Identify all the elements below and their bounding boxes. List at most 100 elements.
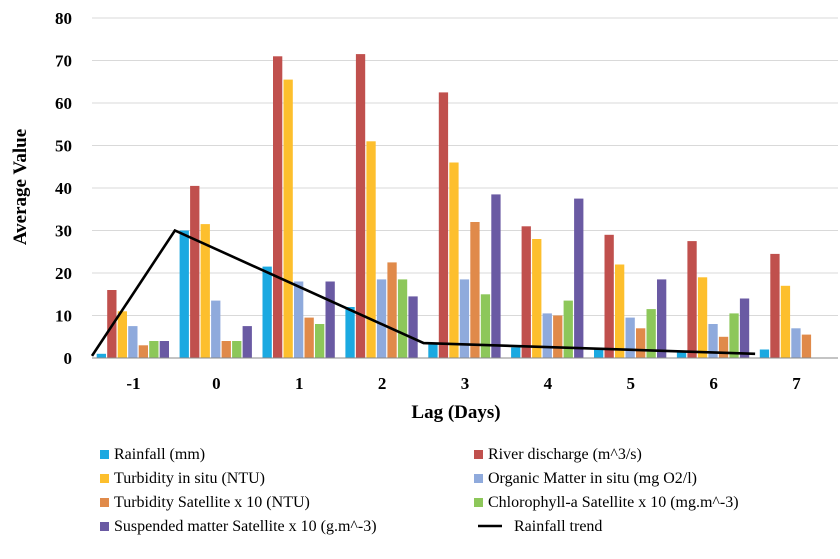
bar-chlorophyll-a-1: [315, 324, 325, 358]
bar-rainfall-5: [594, 349, 604, 358]
bar-chlorophyll-a-2: [397, 279, 408, 358]
legend-label: Rainfall (mm): [114, 446, 205, 463]
bar-suspended-2: [408, 296, 418, 358]
x-tick-label: 2: [378, 374, 387, 393]
bar-rainfall-6: [676, 351, 687, 358]
y-tick-label: 80: [55, 9, 72, 28]
bar-turbidity-4: [553, 315, 563, 358]
bar-suspended--1: [159, 341, 169, 358]
bar-turbidity-1: [304, 317, 314, 358]
bar-rainfall--1: [96, 353, 106, 359]
bar-river-0: [190, 185, 200, 358]
bar-turbidity-3: [470, 222, 480, 358]
legend-swatch: [474, 498, 483, 507]
bar-turbidity-2: [366, 141, 376, 358]
bar-turbidity--1: [138, 345, 148, 359]
bar-turbidity-6: [718, 336, 729, 359]
bar-organic-7: [791, 328, 801, 359]
bar-suspended-1: [325, 281, 335, 358]
bar-rainfall-1: [262, 266, 272, 358]
bar-turbidity--1: [117, 311, 127, 359]
bar-organic-0: [211, 300, 221, 358]
bar-river-1: [273, 56, 283, 359]
bar-river-3: [438, 92, 449, 359]
x-axis-title: Lag (Days): [411, 402, 500, 423]
legend: Rainfall (mm) River discharge (m^3/s) Turb…: [100, 446, 739, 535]
bar-organic-4: [542, 313, 552, 358]
bar-chlorophyll-a-3: [480, 294, 491, 359]
bar-chlorophyll-a-5: [646, 309, 656, 358]
bar-chlorophyll-a-6: [729, 313, 739, 358]
bar-river-4: [521, 226, 531, 359]
bar-turbidity-6: [697, 277, 708, 359]
legend-swatch: [100, 474, 109, 483]
bar-suspended-4: [574, 198, 584, 358]
legend-swatch: [474, 450, 483, 459]
bar-organic-5: [625, 317, 635, 358]
x-tick-label: 5: [627, 374, 636, 393]
bar-suspended-5: [657, 279, 667, 358]
x-tick-label: 4: [544, 374, 553, 393]
bar-turbidity-5: [615, 264, 625, 358]
x-tick-label: 1: [295, 374, 304, 393]
bar-rainfall-7: [759, 349, 770, 358]
y-tick-label: 20: [55, 264, 72, 283]
bar-turbidity-7: [801, 334, 812, 358]
x-tick-labels: -1 0 1 2 3 4 5 6 7: [126, 374, 801, 393]
trend-line-group: [90, 228, 756, 357]
y-tick-label: 0: [64, 349, 73, 368]
bar-turbidity-2: [387, 262, 397, 358]
bar-river-7: [770, 253, 780, 358]
legend-swatch: [100, 498, 109, 507]
legend-label: Suspended matter Satellite x 10 (g.m^-3): [114, 518, 377, 535]
bar-rainfall-3: [428, 343, 438, 358]
bar-suspended-0: [242, 326, 252, 358]
y-axis-title: Average Value: [10, 129, 31, 245]
bar-turbidity-3: [449, 162, 459, 358]
legend-swatch: [474, 474, 483, 483]
bar-river-2: [355, 54, 366, 358]
legend-swatch: [100, 522, 109, 531]
x-tick-label: 6: [709, 374, 718, 393]
bar-rainfall-4: [511, 347, 521, 358]
bar-turbidity-7: [780, 285, 791, 359]
bar-suspended-3: [491, 194, 501, 358]
bar-organic--1: [128, 326, 138, 358]
bar-turbidity-1: [283, 79, 293, 358]
legend-label: Turbidity in situ (NTU): [114, 470, 265, 487]
bar-river-6: [687, 241, 697, 358]
bar-turbidity-0: [221, 341, 231, 358]
bar-river-5: [604, 234, 614, 359]
bar-chlorophyll-a-0: [232, 341, 242, 358]
legend-label: Organic Matter in situ (mg O2/l): [488, 470, 697, 487]
bar-organic-2: [376, 279, 387, 358]
x-tick-label: 0: [212, 374, 221, 393]
y-tick-labels: 0 10 20 30 40 50 60 70 80: [55, 9, 72, 368]
bar-turbidity-4: [532, 239, 542, 358]
legend-label: Turbidity Satellite x 10 (NTU): [114, 494, 310, 511]
bar-turbidity-5: [636, 328, 646, 359]
bar-rainfall-0: [179, 230, 189, 358]
bar-rainfall-2: [345, 307, 355, 358]
y-tick-label: 50: [55, 137, 72, 156]
gridlines: [92, 17, 838, 316]
y-tick-label: 30: [55, 222, 72, 241]
y-tick-label: 10: [55, 307, 72, 326]
bar-suspended-6: [739, 298, 750, 358]
bar-organic-1: [294, 281, 304, 358]
x-tick-label: 3: [461, 374, 470, 393]
y-tick-label: 60: [55, 94, 72, 113]
legend-swatch: [100, 450, 109, 459]
bar-turbidity-0: [200, 224, 210, 358]
bar-organic-6: [708, 324, 718, 358]
rainfall-trend-line: [90, 228, 756, 357]
bar-chlorophyll-a--1: [149, 341, 159, 358]
legend-label: Rainfall trend: [514, 518, 602, 535]
bar-chlorophyll-a-4: [563, 300, 573, 358]
y-tick-label: 70: [55, 52, 72, 71]
y-tick-label: 40: [55, 179, 72, 198]
x-tick-label: -1: [126, 374, 140, 393]
bars: [96, 54, 812, 359]
legend-label: Chlorophyll-a Satellite x 10 (mg.m^-3): [488, 494, 739, 511]
